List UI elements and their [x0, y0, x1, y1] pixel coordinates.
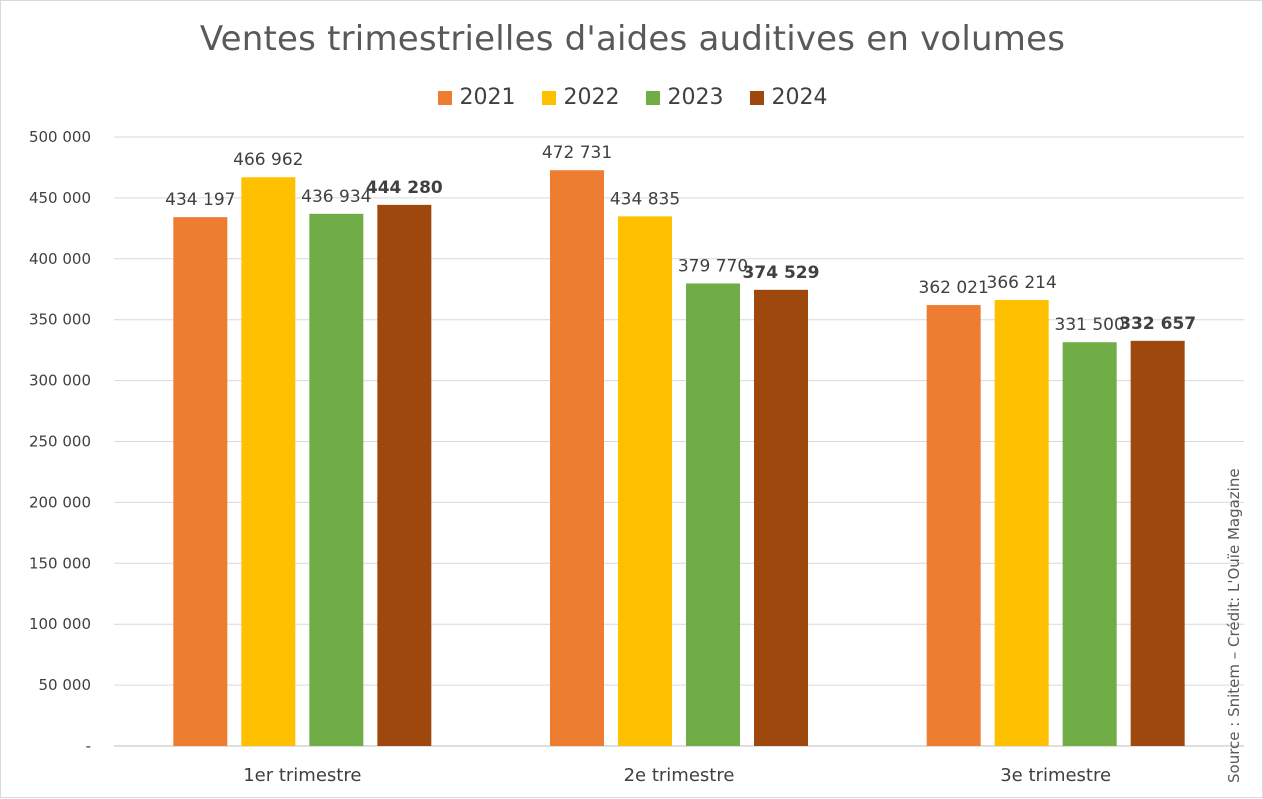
legend-swatch [541, 90, 556, 105]
x-tick-label: 1er trimestre [243, 765, 361, 786]
bar-2023-1 [309, 213, 364, 746]
y-tick-label: 50 000 [39, 676, 92, 694]
bar-2022-2 [618, 216, 672, 746]
y-tick-label: 400 000 [29, 250, 91, 268]
legend-item-2024: 2024 [749, 85, 828, 110]
x-tick-label: 2e trimestre [624, 765, 735, 786]
legend-item-2022: 2022 [541, 85, 620, 110]
data-label: 444 280 [366, 178, 443, 198]
legend-swatch [437, 90, 452, 105]
legend-label: 2021 [459, 85, 516, 110]
legend-item-2023: 2023 [645, 85, 724, 110]
data-label: 379 770 [678, 256, 748, 276]
bar-2021-3 [926, 305, 981, 746]
y-tick-label: 300 000 [29, 372, 91, 390]
data-label: 366 214 [987, 273, 1057, 293]
bar-2021-1 [173, 217, 228, 746]
y-tick-label: 500 000 [29, 128, 91, 146]
bar-2022-3 [994, 299, 1049, 746]
data-label: 331 500 [1055, 315, 1125, 335]
legend-label: 2023 [667, 85, 724, 110]
source-note: Source : Snitem – Crédit: L'Ouïe Magazin… [1225, 468, 1243, 783]
data-label: 362 021 [919, 278, 989, 298]
y-tick-label: - [86, 737, 91, 755]
bar-2021-2 [550, 170, 604, 747]
legend-swatch [749, 90, 764, 105]
legend-item-2021: 2021 [437, 85, 516, 110]
x-tick-label: 3e trimestre [1000, 765, 1111, 786]
bar-2023-2 [686, 283, 740, 746]
data-label: 466 962 [233, 150, 303, 170]
chart-legend: 2021 2022 2023 2024 [1, 85, 1263, 110]
bar-2024-1 [377, 204, 432, 747]
legend-label: 2022 [563, 85, 620, 110]
bar-2023-3 [1062, 342, 1117, 746]
y-tick-label: 250 000 [29, 433, 91, 451]
y-tick-label: 350 000 [29, 311, 91, 329]
data-label: 434 835 [610, 189, 680, 209]
data-label: 332 657 [1119, 314, 1196, 334]
y-tick-label: 200 000 [29, 493, 91, 511]
legend-label: 2024 [771, 85, 828, 110]
data-label: 374 529 [743, 263, 820, 283]
data-label: 434 197 [165, 190, 235, 210]
chart-title: Ventes trimestrielles d'aides auditives … [199, 19, 1066, 59]
bar-2022-1 [241, 177, 296, 746]
y-tick-label: 450 000 [29, 189, 91, 207]
bar-2024-2 [754, 289, 808, 746]
legend-swatch [645, 90, 660, 105]
data-label: 472 731 [542, 143, 612, 163]
bar-2024-3 [1130, 340, 1185, 746]
y-tick-label: 150 000 [29, 554, 91, 572]
data-label: 436 934 [301, 187, 371, 207]
y-tick-label: 100 000 [29, 615, 91, 633]
